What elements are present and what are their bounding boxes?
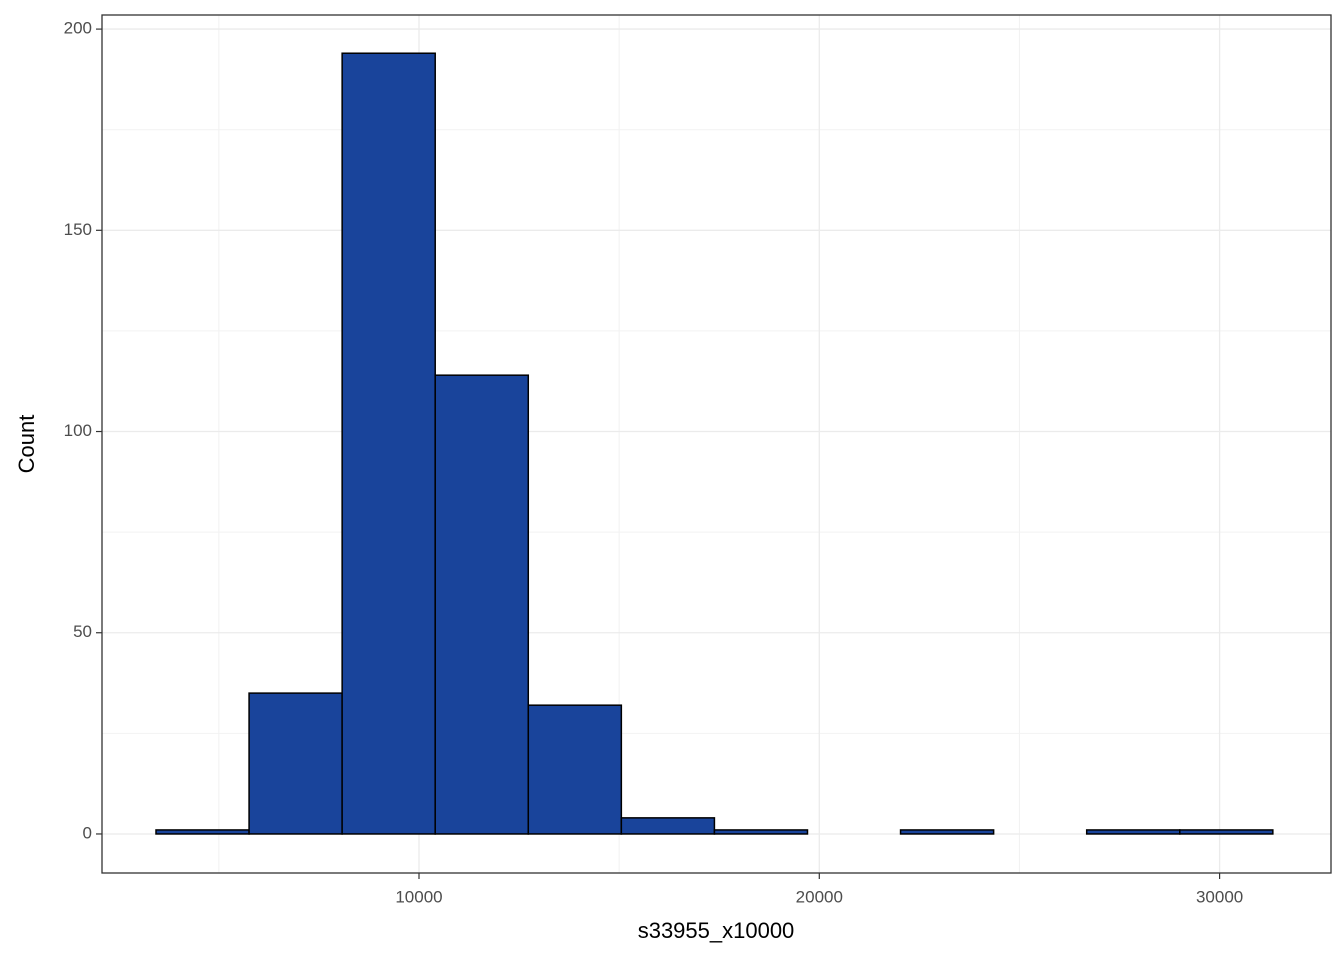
bar xyxy=(434,374,530,835)
y-tick-label: 200 xyxy=(64,19,92,38)
y-axis-title: Count xyxy=(14,415,39,474)
bar xyxy=(713,829,809,835)
bar xyxy=(248,692,343,835)
bar xyxy=(899,829,995,835)
bar xyxy=(620,817,716,835)
x-tick-label: 10000 xyxy=(395,887,442,906)
bar xyxy=(527,704,623,835)
x-tick-label: 30000 xyxy=(1196,887,1243,906)
bar xyxy=(1179,829,1274,835)
bar xyxy=(1085,829,1181,835)
y-tick-label: 150 xyxy=(64,220,92,239)
bar xyxy=(341,52,436,835)
y-tick-label: 50 xyxy=(73,622,92,641)
x-axis-title: s33955_x10000 xyxy=(638,918,795,943)
x-tick-label: 20000 xyxy=(796,887,843,906)
bars xyxy=(155,52,1274,835)
y-tick-label: 0 xyxy=(83,823,92,842)
panel-border xyxy=(101,14,1332,874)
bar xyxy=(155,829,250,835)
y-tick-label: 100 xyxy=(64,421,92,440)
